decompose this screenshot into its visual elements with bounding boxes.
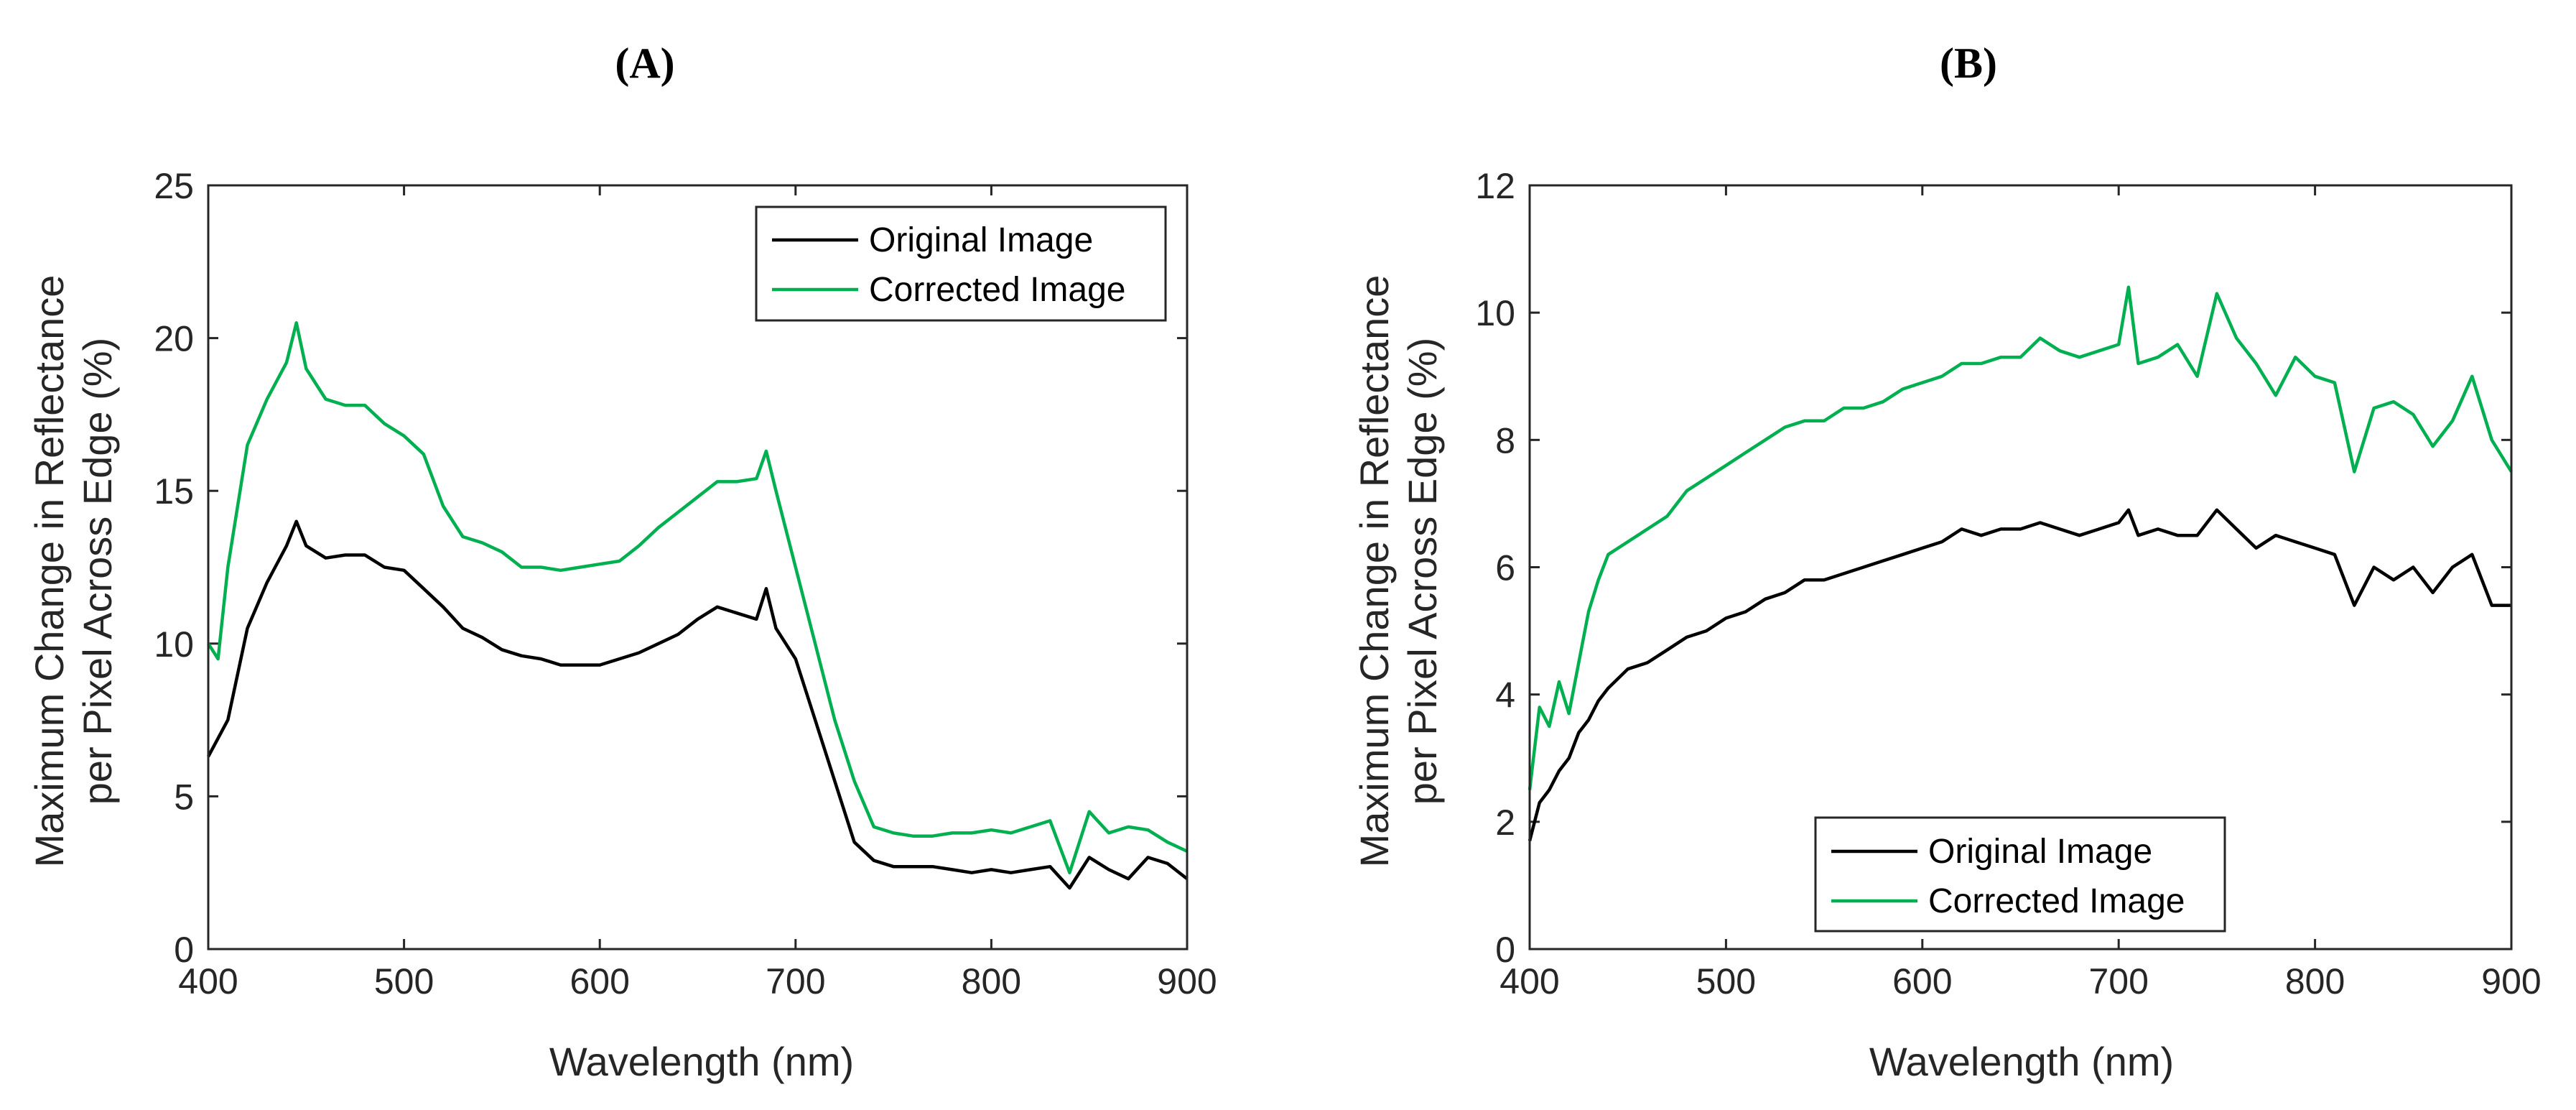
panel-a-ylabel-line2: per Pixel Across Edge (%) [75,338,120,805]
panel-a-legend-label-original: Original Image [869,221,1093,259]
chart-panel-b: (B) Maximum Change in Reflectance per Pi… [1352,40,2542,1084]
panel-b-axes [1528,184,2513,951]
panel-b-ylabel-line2: per Pixel Across Edge (%) [1400,338,1445,805]
panel-a-legend: Original Image Corrected Image [755,205,1167,322]
panel-a-axes [207,184,1189,951]
panel-a-xtick-label: 600 [569,961,629,1002]
panel-a-legend-box [755,205,1167,322]
panel-a-xlabel: Wavelength (nm) [549,1039,854,1084]
panel-a-ticks: 400 500 600 700 800 900 0 5 10 15 20 25 [154,166,1217,1002]
panel-a-ylabel-line1: Maximum Change in Reflectance [27,275,72,868]
panel-b-series [1528,285,2513,841]
panel-b-ytick-label: 4 [1495,675,1515,716]
panel-a-ytick-label: 5 [174,777,194,817]
panel-b-xtick-label: 500 [1696,961,1756,1002]
panel-a-series-corrected [207,321,1188,874]
panel-b-label: (B) [1940,40,1997,87]
panel-b-ytick-label: 0 [1495,930,1515,970]
panel-b-legend-box [1814,816,2226,933]
panel-b-legend-label-corrected: Corrected Image [1928,882,2185,920]
panel-b-ytick-label: 6 [1495,548,1515,588]
panel-b-legend-label-original: Original Image [1928,833,2152,871]
panel-b-ytick-label: 8 [1495,420,1515,461]
panel-b-ticks: 400 500 600 700 800 900 0 2 4 6 8 10 12 [1475,166,2541,1002]
panel-a-xtick-label: 700 [766,961,825,1002]
panel-b-xlabel: Wavelength (nm) [1869,1039,2174,1084]
panel-b-xtick-label: 600 [1892,961,1952,1002]
panel-a-xtick-label: 800 [962,961,1021,1002]
panel-b-ytick-label: 10 [1475,293,1515,333]
panel-a-ytick-label: 0 [174,930,194,970]
panel-b-xtick-label: 800 [2285,961,2345,1002]
panel-a-ytick-label: 25 [154,166,194,206]
panel-b-xtick-label: 700 [2088,961,2148,1002]
panel-b-xtick-label: 400 [1499,961,1559,1002]
panel-a-ytick-label: 20 [154,319,194,359]
chart-panel-a: (A) Maximum Change in Reflectance per Pi… [27,40,1217,1084]
panel-a-xtick-label: 400 [178,961,238,1002]
panel-a-series [207,321,1189,890]
panel-a-series-original [207,519,1189,890]
panel-a-ytick-label: 10 [154,624,194,665]
panel-a-ytick-label: 15 [154,471,194,512]
panel-b-ytick-label: 2 [1495,803,1515,843]
panel-b-ytick-label: 12 [1475,166,1515,206]
panel-b-legend: Original Image Corrected Image [1814,816,2226,933]
panel-b-series-original [1528,508,2511,841]
panel-b-series-corrected [1528,285,2513,790]
panel-a-xtick-label: 900 [1157,961,1217,1002]
panel-a-label: (A) [615,40,674,87]
panel-a-legend-label-corrected: Corrected Image [869,271,1126,309]
panel-b-xtick-label: 900 [2481,961,2541,1002]
panel-a-xtick-label: 500 [374,961,434,1002]
panel-b-ylabel-line1: Maximum Change in Reflectance [1352,275,1397,868]
